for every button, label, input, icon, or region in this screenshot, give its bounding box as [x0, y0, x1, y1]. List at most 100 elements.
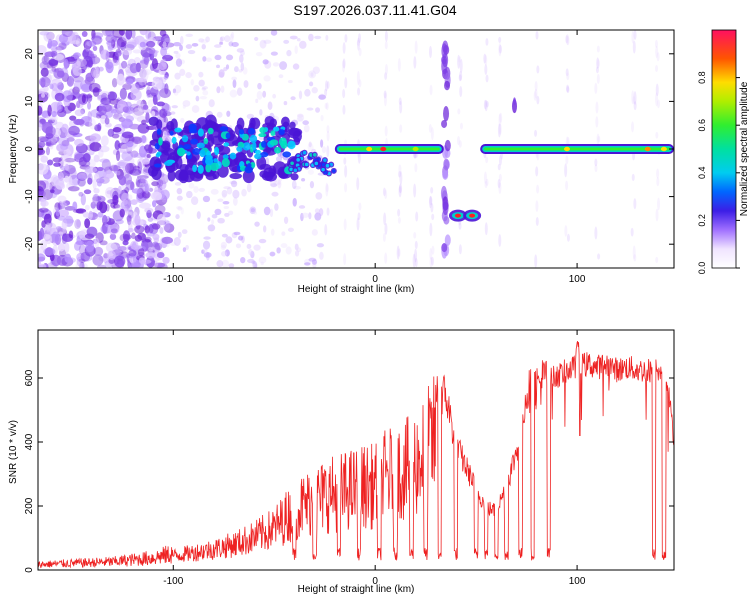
spectrogram-blob	[107, 44, 114, 51]
spectrogram-blob	[656, 176, 660, 187]
spectrogram-blob	[279, 61, 288, 70]
spectrogram-blob	[88, 159, 96, 168]
spectrogram-blob	[247, 128, 256, 135]
spectrogram-blob	[146, 89, 152, 95]
spectrogram-blob	[308, 212, 312, 220]
spectrogram-blob	[309, 180, 315, 189]
spectrogram-blob	[311, 87, 318, 94]
spectrogram-blob	[255, 52, 263, 57]
spectrogram-blob	[228, 263, 235, 268]
spectrogram-blob	[241, 188, 247, 197]
spectrogram-blob	[239, 54, 244, 63]
spectrogram-blob	[249, 206, 257, 215]
spectrogram-blob	[38, 196, 48, 202]
spectrogram-blob	[444, 234, 451, 246]
spectrogram-blob	[69, 115, 77, 121]
spectrogram-blob	[210, 188, 219, 195]
spectrogram-blob	[242, 169, 255, 184]
spectrogram-blob	[484, 180, 488, 189]
spectrogram-blob	[62, 218, 75, 224]
spectrogram-blob	[485, 178, 489, 186]
spectrogram-blob	[412, 146, 419, 152]
spectrogram-blob	[141, 233, 147, 244]
spectrogram-blob	[281, 231, 286, 236]
spectrogram-blob	[276, 247, 281, 254]
spectrogram-blob	[632, 245, 636, 260]
spectrogram-blob	[259, 109, 263, 116]
spectrogram-blob	[56, 82, 64, 90]
spectrogram-blob	[129, 62, 139, 74]
colorbar-gradient	[711, 29, 737, 269]
spectrogram-blob	[498, 234, 502, 247]
spectrogram-blob	[99, 201, 108, 214]
x-tick-label: 100	[569, 576, 586, 587]
spectrogram-blob	[655, 131, 659, 139]
spectrogram-blob	[111, 77, 118, 88]
colorbar-tick-label: 0.8	[697, 71, 707, 84]
spectrogram-blob	[141, 135, 147, 144]
spectrogram-blob	[655, 208, 659, 222]
spectrogram-blob	[142, 104, 149, 110]
spectrogram-blob	[45, 222, 51, 232]
spectrogram-blob	[565, 68, 569, 77]
spectrogram-blob	[274, 203, 279, 211]
spectrogram-blob	[198, 38, 205, 43]
spectrogram-blob	[126, 215, 132, 222]
spectrogram-blob	[107, 250, 116, 261]
spectrogram-blob	[155, 152, 161, 158]
spectrogram-blob	[198, 79, 205, 87]
spectrogram-blob	[248, 248, 253, 256]
spectrogram-blob	[289, 167, 293, 172]
spectrogram-blob	[144, 207, 154, 213]
spectrogram-blob	[431, 213, 435, 221]
spectrogram-blob	[312, 153, 317, 157]
spectrogram-blob	[47, 159, 54, 166]
spectrogram-blob	[344, 77, 348, 89]
spectrogram-blob	[566, 72, 570, 81]
spectrogram-blob	[292, 63, 300, 70]
spectrogram-blob	[107, 128, 115, 137]
spectrogram-blob	[205, 36, 210, 43]
spectrogram-blob	[326, 130, 330, 142]
spectrogram-blob	[564, 163, 568, 178]
spectrogram-blob	[128, 249, 137, 257]
spectrogram-blob	[61, 30, 73, 38]
spectrogram-blob	[343, 218, 347, 231]
spectrogram-blob	[96, 178, 105, 184]
spectrogram-blob	[221, 259, 230, 268]
spectrogram-blob	[536, 184, 540, 194]
spectrogram-blob	[186, 190, 193, 199]
spectrogram-blob	[442, 40, 449, 53]
spectrogram-blob	[170, 242, 177, 246]
colorbar: 0.0 0.2 0.4 0.6 0.8 Normalized spectral ampl…	[697, 29, 750, 274]
spectrogram-blob	[66, 181, 75, 190]
y-tick-label: 20	[24, 48, 35, 60]
spectrogram-blob	[64, 158, 76, 163]
spectrogram-blob	[236, 87, 243, 97]
spectrogram-blob	[297, 114, 305, 122]
spectrogram-blob	[229, 173, 242, 180]
spectrogram-blob	[177, 231, 182, 238]
spectrogram-blob	[88, 210, 94, 220]
spectrogram-blob	[277, 181, 281, 185]
spectrogram-blob	[115, 150, 121, 162]
spectrogram-blob	[301, 212, 309, 218]
spectrogram-blob	[213, 158, 219, 163]
spectrogram-blob	[566, 35, 570, 46]
spectrogram-blob	[74, 174, 86, 180]
spectrogram-blob	[325, 182, 329, 197]
spectrogram-blob	[122, 49, 130, 61]
spectrogram-blob	[655, 83, 659, 97]
spectrogram-blob	[105, 61, 114, 74]
spectrogram-blob	[220, 241, 227, 249]
spectrogram-blob	[221, 233, 228, 238]
spectrogram-blob	[45, 146, 51, 156]
spectrogram-blob	[76, 256, 82, 267]
spectrogram-blob	[205, 163, 212, 173]
spectrogram-blob	[207, 127, 214, 135]
spectrogram-blob	[49, 138, 57, 146]
spectrogram-blob	[164, 132, 170, 138]
spectrogram-blob	[129, 168, 142, 176]
spectrogram-blob	[107, 91, 115, 101]
